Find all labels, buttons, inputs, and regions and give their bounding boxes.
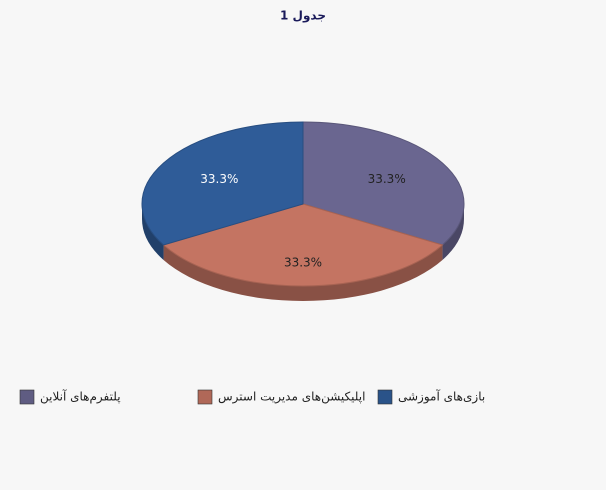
slice <box>302 121 465 246</box>
legend-swatch <box>19 389 35 405</box>
legend-swatch <box>377 389 393 405</box>
legend-swatch <box>197 389 213 405</box>
value-label: 33.3% <box>200 172 238 186</box>
legend-label: اپلیکیشن‌های مدیریت استرس <box>218 390 365 405</box>
value-label: 33.3% <box>368 172 406 186</box>
slice <box>162 203 444 287</box>
slice-side <box>442 204 464 260</box>
slice <box>141 121 304 246</box>
legend-label: پلتفرم‌های آنلاین <box>40 389 121 405</box>
chart-title: جدول 1 <box>280 9 326 24</box>
value-label: 33.3% <box>284 256 322 270</box>
slice-side <box>163 245 443 301</box>
slice-side <box>142 204 164 260</box>
legend-label: بازی‌های آموزشی <box>398 389 485 405</box>
